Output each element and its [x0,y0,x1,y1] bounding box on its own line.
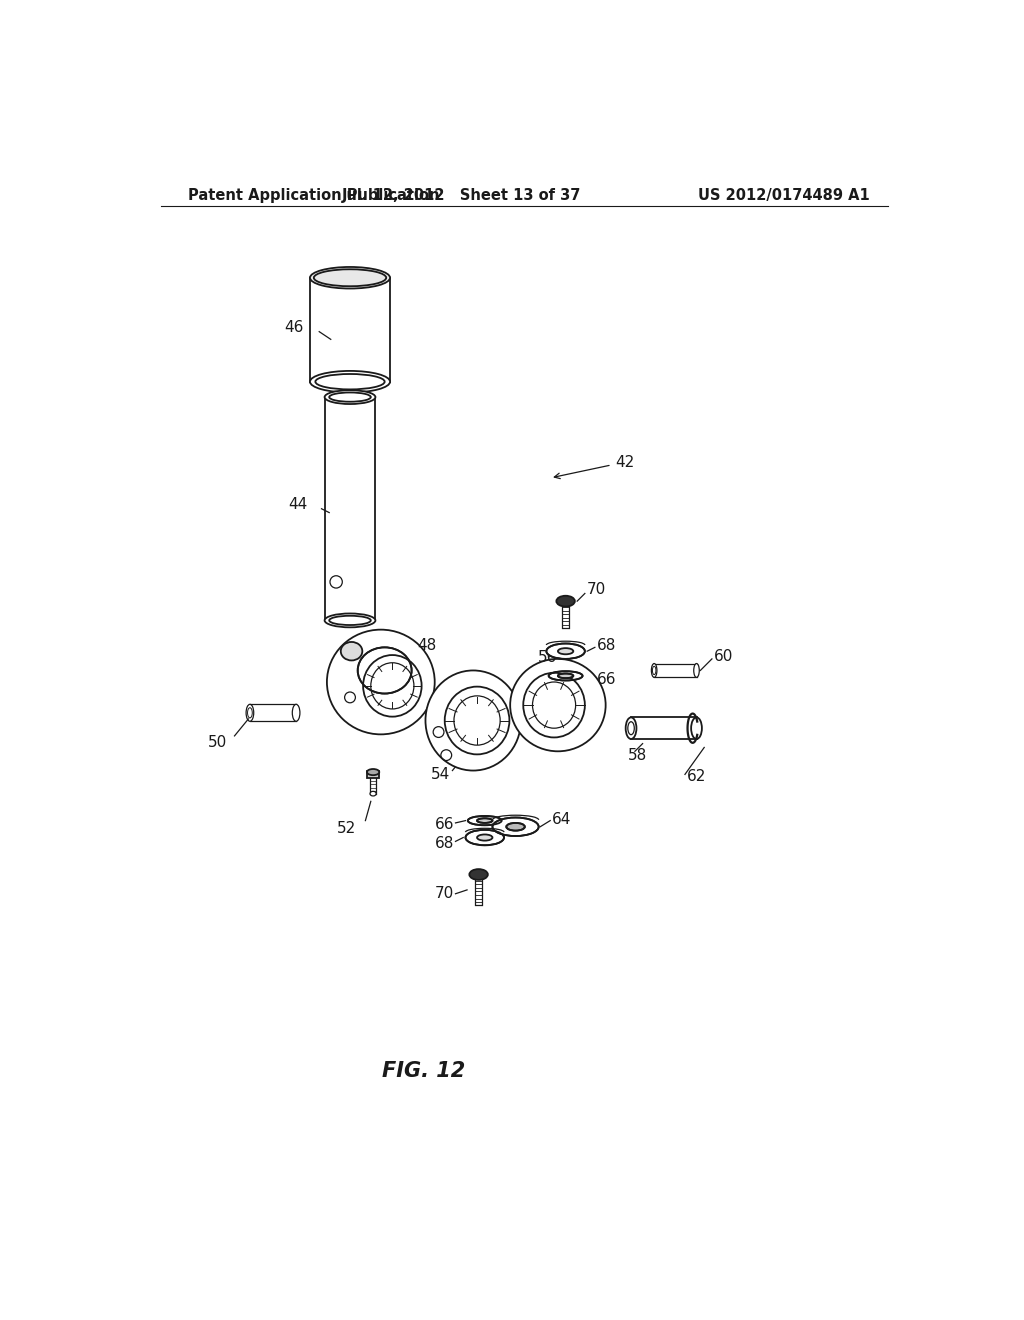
Ellipse shape [468,816,502,825]
Ellipse shape [310,267,390,289]
Text: 70: 70 [587,582,605,597]
Text: 42: 42 [615,455,635,470]
Ellipse shape [327,630,435,734]
Ellipse shape [469,869,487,880]
Text: 46: 46 [285,321,304,335]
Ellipse shape [310,371,390,392]
Ellipse shape [370,792,376,796]
Text: 66: 66 [596,672,615,688]
Text: 44: 44 [289,498,307,512]
Text: Patent Application Publication: Patent Application Publication [188,187,440,203]
Text: 68: 68 [434,836,454,851]
Ellipse shape [556,595,574,607]
Text: 50: 50 [208,734,226,750]
Bar [367,771,379,779]
Ellipse shape [510,659,605,751]
Ellipse shape [558,673,573,678]
Ellipse shape [325,614,376,627]
Text: 66: 66 [434,817,454,832]
Ellipse shape [493,817,539,836]
Ellipse shape [325,391,376,404]
Ellipse shape [651,664,657,677]
Ellipse shape [341,642,362,660]
Ellipse shape [626,718,637,739]
Ellipse shape [693,664,699,677]
Ellipse shape [547,644,585,659]
Ellipse shape [425,671,521,771]
Text: 52: 52 [337,821,355,836]
Text: 60: 60 [714,649,733,664]
Ellipse shape [367,770,379,775]
Ellipse shape [477,818,493,822]
Text: 48: 48 [417,638,436,652]
Text: 58: 58 [628,747,647,763]
Ellipse shape [477,834,493,841]
Ellipse shape [506,822,524,830]
Ellipse shape [558,648,573,655]
Text: US 2012/0174489 A1: US 2012/0174489 A1 [698,187,869,203]
Ellipse shape [357,647,412,693]
Ellipse shape [466,830,504,845]
Text: Jul. 12, 2012   Sheet 13 of 37: Jul. 12, 2012 Sheet 13 of 37 [342,187,582,203]
Ellipse shape [549,671,583,681]
Text: 64: 64 [552,812,571,826]
Text: 54: 54 [431,767,451,781]
Text: FIG. 12: FIG. 12 [382,1061,465,1081]
Ellipse shape [691,718,701,739]
Text: 68: 68 [596,638,615,652]
Ellipse shape [246,705,254,721]
Text: 62: 62 [687,770,707,784]
Text: 70: 70 [435,886,454,902]
Text: 56: 56 [539,649,558,665]
Ellipse shape [292,705,300,721]
